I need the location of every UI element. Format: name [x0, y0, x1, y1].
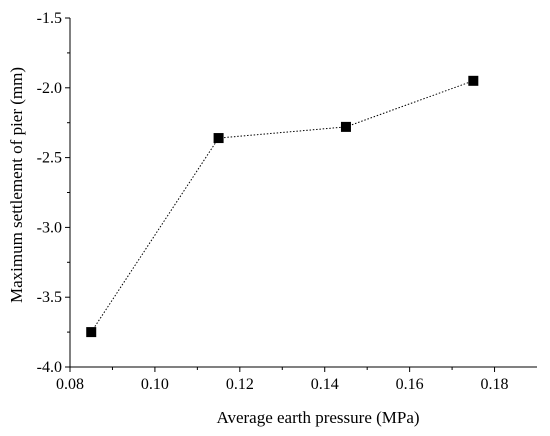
- x-tick-label: 0.18: [481, 376, 509, 393]
- y-tick-label: -3.0: [37, 219, 62, 236]
- series-line: [90, 80, 474, 333]
- x-tick-label: 0.10: [141, 376, 169, 393]
- series-line-layer: [90, 80, 474, 333]
- axes-layer: [65, 17, 537, 372]
- x-tick-label: 0.14: [311, 376, 339, 393]
- y-tick-label: -1.5: [37, 10, 62, 27]
- y-tick-label: -4.0: [37, 359, 62, 376]
- x-tick-label: 0.16: [396, 376, 424, 393]
- y-tick-label: -2.0: [37, 80, 62, 97]
- data-point-2: [213, 133, 224, 144]
- y-tick-label: -3.5: [37, 289, 62, 306]
- y-tick-label: -2.5: [37, 150, 62, 167]
- y-axis-title: Maximum settlement of pier (mm): [7, 67, 26, 303]
- x-tick-label: 0.08: [56, 376, 84, 393]
- data-point-3: [340, 121, 351, 132]
- data-point-4: [468, 75, 479, 86]
- data-marker-layer: [86, 75, 479, 338]
- x-tick-label: 0.12: [226, 376, 254, 393]
- data-point-1: [86, 327, 97, 338]
- x-axis-title: Average earth pressure (MPa): [216, 408, 419, 427]
- tick-label-layer: 0.08 0.10 0.12 0.14 0.16 0.18 -4.0 -3.5 -3.0 -2.5…: [37, 10, 509, 393]
